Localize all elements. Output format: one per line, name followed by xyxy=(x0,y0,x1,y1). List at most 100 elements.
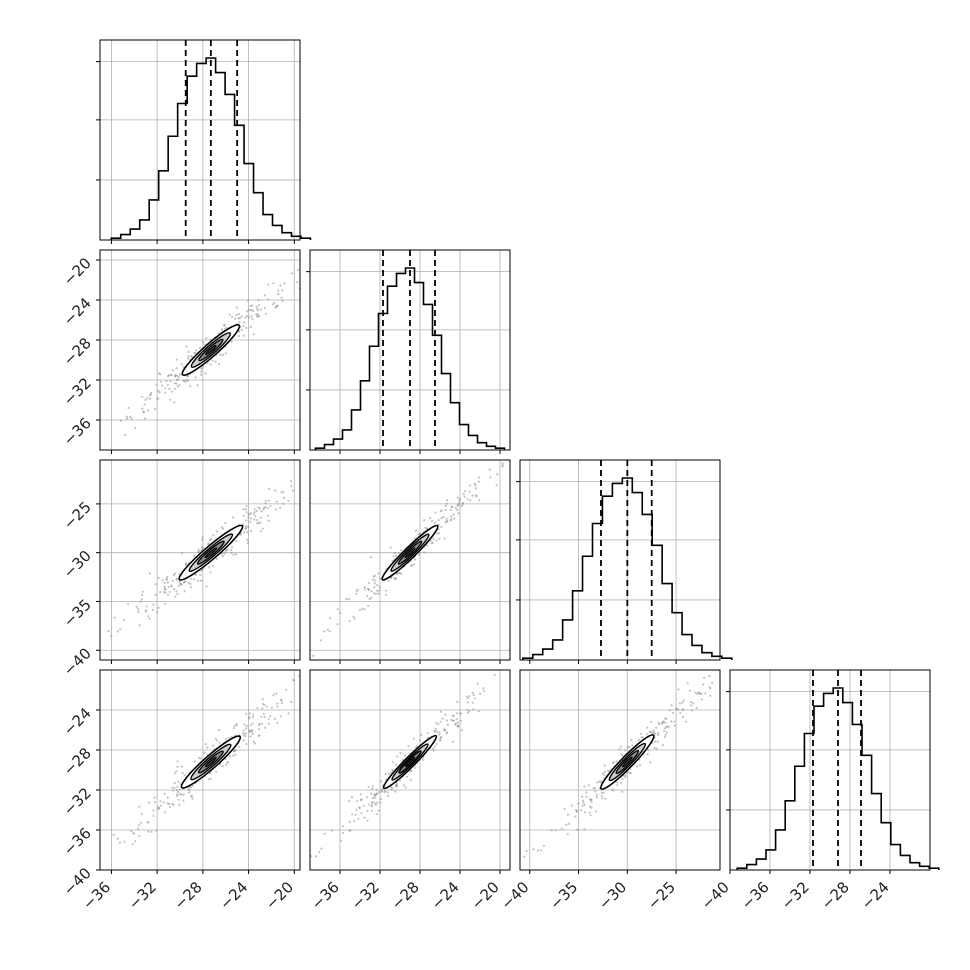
scatter-point xyxy=(224,352,227,355)
scatter-point xyxy=(234,552,237,556)
scatter-point xyxy=(165,380,168,383)
scatter-point xyxy=(582,801,585,804)
scatter-point xyxy=(363,586,366,589)
scatter-point xyxy=(630,738,633,741)
scatter-point xyxy=(138,834,141,838)
scatter-point xyxy=(583,803,586,807)
panel-frame xyxy=(309,669,511,871)
scatter-point xyxy=(223,328,226,331)
scatter-point xyxy=(267,487,271,490)
scatter-point xyxy=(420,733,423,737)
scatter-point xyxy=(174,772,177,775)
scatter-point xyxy=(380,780,383,783)
scatter-point xyxy=(211,359,214,362)
scatter-point xyxy=(224,522,227,525)
scatter-point xyxy=(616,781,619,784)
scatter-point xyxy=(478,499,481,502)
scatter-point xyxy=(181,772,184,775)
scatter-point xyxy=(291,272,294,275)
scatter-point xyxy=(678,702,682,705)
scatter-point xyxy=(373,592,376,595)
pair-panel-1-4: −36 −32 −28 −24 −20−24−28−32−36−40 xyxy=(60,669,301,913)
scatter-point xyxy=(370,804,373,807)
scatter-point xyxy=(689,689,692,692)
scatter-point xyxy=(375,788,378,791)
scatter-point xyxy=(445,517,448,520)
scatter-point xyxy=(244,508,247,511)
scatter-point xyxy=(466,701,469,704)
scatter-point xyxy=(478,476,481,479)
scatter-point xyxy=(698,692,701,695)
scatter-point xyxy=(595,810,598,813)
scatter-point xyxy=(611,761,614,764)
scatter-point xyxy=(127,603,130,606)
scatter-point xyxy=(176,385,179,388)
scatter-point xyxy=(460,712,463,715)
scatter-point xyxy=(178,384,181,387)
scatter-point xyxy=(191,784,194,788)
scatter-point xyxy=(170,374,173,377)
hist-panel-1 xyxy=(96,39,312,244)
scatter-point xyxy=(168,387,171,390)
scatter-point xyxy=(250,729,254,732)
scatter-point xyxy=(276,304,279,307)
scatter-point xyxy=(180,793,183,796)
scatter-point xyxy=(175,770,178,773)
scatter-point xyxy=(576,828,579,832)
scatter-point xyxy=(264,499,267,502)
scatter-point xyxy=(708,674,711,678)
scatter-point xyxy=(352,615,355,618)
scatter-point xyxy=(670,704,673,707)
scatter-point xyxy=(456,504,459,507)
scatter-point xyxy=(581,804,584,807)
scatter-point xyxy=(267,519,270,523)
scatter-point xyxy=(456,496,459,499)
scatter-point xyxy=(244,527,247,530)
scatter-point xyxy=(198,756,201,760)
scatter-point xyxy=(259,530,263,533)
scatter-point xyxy=(434,729,437,733)
scatter-point xyxy=(341,825,344,828)
scatter-point xyxy=(260,722,264,725)
scatter-point xyxy=(258,728,261,731)
scatter-point xyxy=(476,682,479,685)
scatter-point xyxy=(398,572,401,575)
scatter-point xyxy=(370,596,373,599)
scatter-point xyxy=(285,688,288,691)
scatter-point xyxy=(245,712,248,716)
scatter-point xyxy=(384,790,387,793)
scatter-point xyxy=(400,549,403,552)
scatter-point xyxy=(187,350,190,353)
scatter-point xyxy=(347,800,351,803)
scatter-point xyxy=(434,727,437,731)
scatter-point xyxy=(215,739,219,742)
scatter-point xyxy=(235,306,238,309)
scatter-point xyxy=(222,353,225,357)
scatter-point xyxy=(433,521,437,525)
scatter-point xyxy=(140,593,144,596)
scatter-point xyxy=(453,517,456,520)
x-tick-label: −36 xyxy=(738,878,773,913)
scatter-point xyxy=(124,434,127,437)
scatter-point xyxy=(650,720,653,723)
scatter-point xyxy=(163,581,166,585)
scatter-point xyxy=(340,839,343,842)
scatter-point xyxy=(245,310,248,313)
scatter-point xyxy=(282,502,285,505)
scatter-point xyxy=(664,735,667,739)
scatter-point xyxy=(376,801,379,804)
scatter-point xyxy=(118,841,122,844)
y-tick-label: −32 xyxy=(60,374,95,409)
histogram-step xyxy=(736,687,940,870)
scatter-point xyxy=(438,537,441,541)
scatter-point xyxy=(246,314,249,318)
scatter-point xyxy=(144,417,147,420)
scatter-point xyxy=(187,581,190,585)
scatter-point xyxy=(409,778,412,782)
scatter-point xyxy=(450,515,453,518)
scatter-point xyxy=(406,775,409,779)
scatter-point xyxy=(358,806,361,809)
scatter-point xyxy=(370,590,373,593)
scatter-point xyxy=(702,683,705,686)
scatter-point xyxy=(199,573,202,577)
